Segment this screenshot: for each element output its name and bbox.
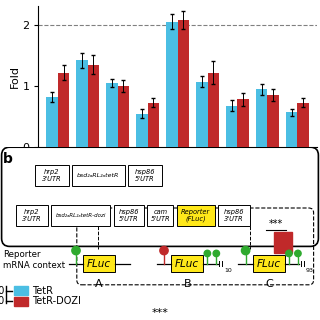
Bar [178,20,189,147]
FancyBboxPatch shape [253,255,285,272]
Bar [46,97,58,147]
Text: FLuc: FLuc [257,259,281,269]
FancyBboxPatch shape [2,147,318,246]
Text: cam
5'UTR: cam 5'UTR [150,209,170,222]
FancyBboxPatch shape [35,165,69,186]
Text: FLuc: FLuc [175,259,199,269]
Bar [237,100,249,147]
Text: TetR-DOZI: TetR-DOZI [32,296,81,307]
Circle shape [242,246,250,255]
FancyBboxPatch shape [114,205,144,226]
FancyBboxPatch shape [218,205,250,226]
Text: FLuc: FLuc [87,259,111,269]
Text: hrp2
3'UTR: hrp2 3'UTR [22,209,42,222]
Circle shape [204,250,211,257]
FancyBboxPatch shape [72,165,125,186]
Bar [76,60,88,147]
Text: hsp86
3'UTR: hsp86 3'UTR [224,209,244,222]
Bar [136,114,148,147]
Bar [226,106,237,147]
Bar [118,86,129,147]
Bar [166,22,178,147]
Text: hsp86
5'UTR: hsp86 5'UTR [134,169,155,182]
Text: 93: 93 [306,268,314,274]
Y-axis label: Fold: Fold [10,65,20,88]
Bar [14,297,28,306]
FancyBboxPatch shape [83,255,115,272]
FancyBboxPatch shape [147,205,173,226]
Text: Reporter
(FLuc): Reporter (FLuc) [181,208,211,222]
Bar [268,95,279,147]
Text: Reporter
mRNA context: Reporter mRNA context [3,250,65,270]
Bar [106,83,118,147]
Text: bsd₂ₐRL₂ₐtetR: bsd₂ₐRL₂ₐtetR [77,173,120,178]
Bar [148,102,159,147]
Bar [274,232,292,253]
Text: TetR: TetR [32,285,53,296]
Text: A: A [95,279,103,289]
Circle shape [160,246,168,255]
FancyBboxPatch shape [16,205,48,226]
FancyBboxPatch shape [177,205,215,226]
Text: hsp86
5'UTR: hsp86 5'UTR [118,209,139,222]
Bar [208,73,219,147]
Bar [196,82,208,147]
Text: ***: *** [269,219,283,229]
Text: b: b [3,152,12,166]
Circle shape [286,250,292,257]
Text: bsd₂ₐRL₂ₐtetR-dozi: bsd₂ₐRL₂ₐtetR-dozi [56,213,106,218]
FancyBboxPatch shape [171,255,203,272]
Circle shape [295,250,301,257]
Bar [14,286,28,295]
Bar [286,112,297,147]
Bar [58,73,69,147]
Text: ***: *** [152,308,168,318]
Bar [256,89,268,147]
FancyBboxPatch shape [128,165,162,186]
Bar [88,65,99,147]
Text: 60: 60 [0,296,4,307]
Text: hrp2
3'UTR: hrp2 3'UTR [42,169,62,182]
Text: 70: 70 [0,285,4,296]
FancyBboxPatch shape [51,205,110,226]
Text: 10: 10 [224,268,232,274]
Circle shape [72,246,80,255]
Text: C: C [265,279,273,289]
Text: B: B [183,279,191,289]
Circle shape [213,250,220,257]
Bar [297,102,309,147]
